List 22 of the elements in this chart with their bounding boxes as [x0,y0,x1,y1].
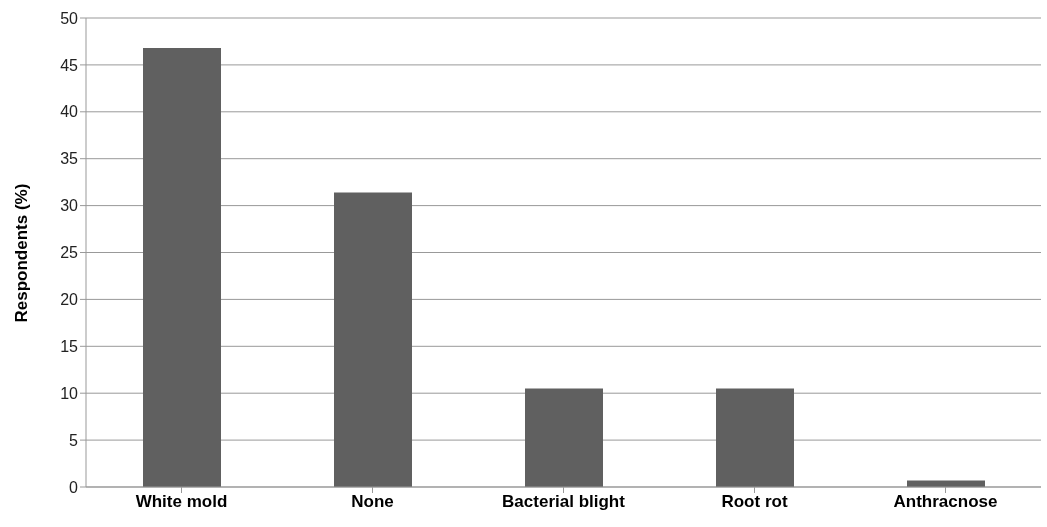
y-tick-label: 45 [60,56,79,74]
y-tick-label: 30 [60,197,79,215]
y-tick-label: 40 [60,103,79,121]
x-tick-label: Root rot [721,492,788,512]
y-axis-title: Respondents (%) [12,183,32,323]
x-tick-label: White mold [135,492,228,512]
y-tick-label: 10 [60,384,79,402]
y-tick-label: 0 [69,478,79,496]
y-tick-label: 35 [60,150,79,168]
x-tick-label: Bacterial blight [502,492,626,512]
bar [525,388,603,487]
bar [334,192,412,487]
bar [716,388,794,487]
bar [143,48,221,487]
x-tick-label: None [351,492,394,512]
y-tick-label: 5 [69,431,79,449]
y-tick-label: 50 [60,9,79,27]
y-tick-label: 15 [60,337,79,355]
y-tick-label: 25 [60,244,79,262]
x-tick-label: Anthracnose [893,492,998,512]
y-tick-label: 20 [60,291,79,309]
bar [907,480,985,487]
